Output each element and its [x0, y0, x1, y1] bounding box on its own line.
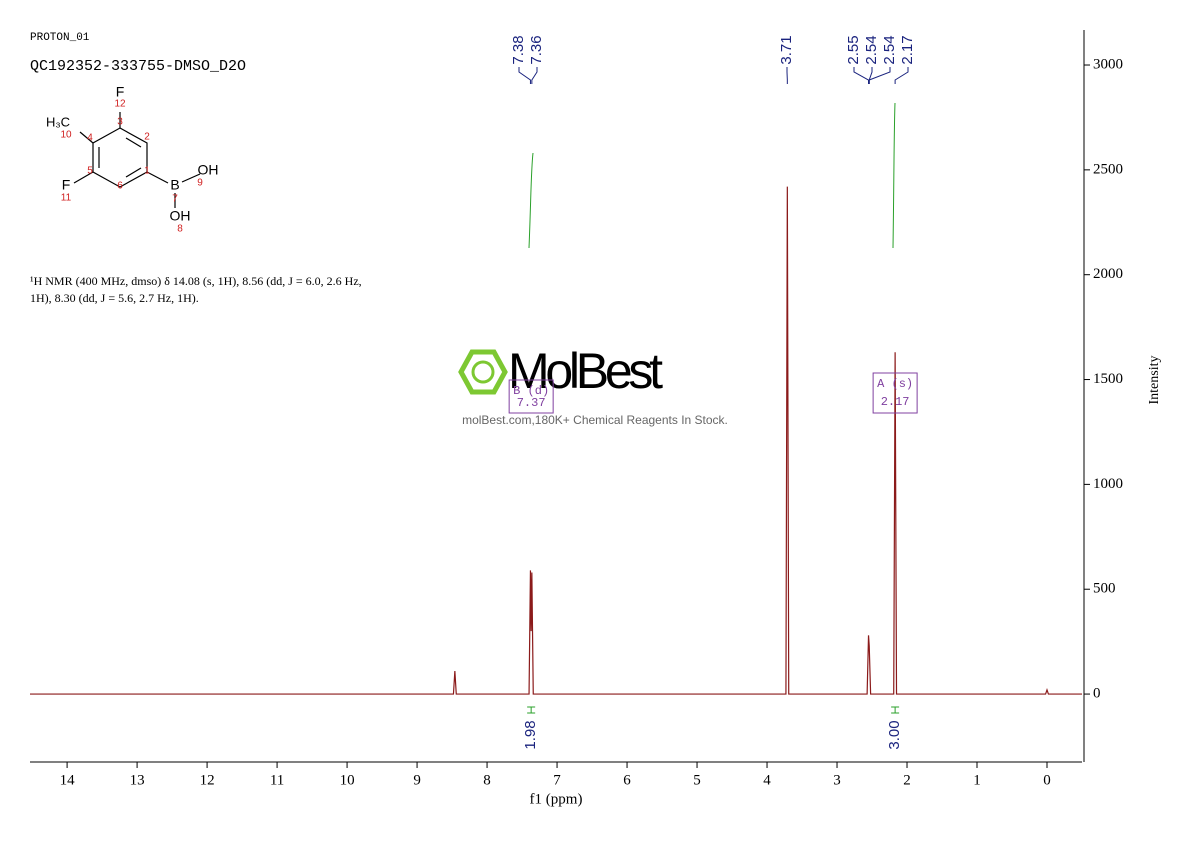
- y-axis-label: Intensity: [1147, 356, 1162, 405]
- molecule-bonds: [73, 112, 201, 208]
- multiplet-box: [508, 379, 554, 414]
- peak-label: 2.54: [881, 35, 898, 64]
- x-tick-label: 10: [340, 772, 355, 788]
- structure-label: 4: [87, 133, 93, 144]
- structure-label: 7: [172, 194, 178, 205]
- integral-bracket: [891, 706, 900, 714]
- watermark: MolBest: [508, 343, 663, 399]
- watermark-logo: [458, 349, 508, 395]
- chart-title: PROTON_01: [30, 32, 90, 44]
- peak-connector: [894, 67, 909, 84]
- y-tick-label: 1500: [1093, 371, 1123, 387]
- structure-label: F: [116, 84, 125, 100]
- x-tick-label: 6: [623, 772, 631, 788]
- y-tick-label: 1000: [1093, 476, 1123, 492]
- structure-label: 1: [144, 166, 150, 177]
- structure-label: 6: [117, 181, 123, 192]
- x-tick-label: 1: [973, 772, 981, 788]
- structure-label: OH: [198, 162, 219, 178]
- y-tick-label: 2000: [1093, 266, 1123, 282]
- x-tick-label: 0: [1043, 772, 1051, 788]
- x-tick-label: 8: [483, 772, 491, 788]
- peak-label: 2.54: [863, 35, 880, 64]
- peak-connector: [853, 67, 870, 84]
- x-axis-label: f1 (ppm): [530, 791, 583, 807]
- x-tick-label: 7: [553, 772, 561, 788]
- x-tick-label: 2: [903, 772, 911, 788]
- spectrum-line: [30, 186, 1082, 695]
- multiplet-name: A (s): [877, 377, 913, 391]
- structure-label: 8: [177, 224, 183, 235]
- multiplet-shift: 2.17: [881, 395, 910, 409]
- x-tick-label: 13: [130, 772, 145, 788]
- structure-label: OH: [170, 208, 191, 224]
- x-tick-label: 14: [60, 772, 76, 788]
- y-tick-label: 3000: [1093, 56, 1123, 72]
- peak-connector: [868, 67, 891, 84]
- y-tick-label: 0: [1093, 686, 1101, 702]
- x-tick-label: 9: [413, 772, 421, 788]
- x-tick-label: 4: [763, 772, 771, 788]
- x-tick-label: 5: [693, 772, 701, 788]
- structure-label: 10: [60, 130, 72, 141]
- peak-connector: [518, 67, 531, 84]
- x-tick-label: 3: [833, 772, 841, 788]
- structure-label: 2: [144, 132, 150, 143]
- description: 1H), 8.30 (dd, J = 5.6, 2.7 Hz, 1H).: [30, 291, 199, 305]
- peak-label: 2.55: [845, 35, 862, 64]
- integral-label: 1.98: [522, 720, 539, 749]
- integral-bracket: [527, 706, 536, 714]
- watermark-note: molBest.com,180K+ Chemical Reagents In S…: [462, 413, 728, 427]
- peak-label: 2.17: [899, 35, 916, 64]
- structure-label: F: [62, 177, 71, 193]
- structure-label: 5: [87, 166, 93, 177]
- structure-label: 11: [61, 193, 72, 204]
- integral-curve: [528, 152, 534, 249]
- peak-connector: [531, 67, 538, 84]
- structure-label: B: [170, 177, 179, 193]
- integral-label: 3.00: [886, 720, 903, 749]
- multiplet-box: [872, 372, 918, 414]
- structure-label: 9: [197, 178, 203, 189]
- structure-label: 12: [114, 99, 126, 110]
- structure-label: H₃C: [46, 114, 70, 129]
- multiplet-name: B (d): [513, 384, 549, 398]
- peak-label: 3.71: [778, 35, 795, 64]
- peak-label: 7.36: [528, 35, 545, 64]
- description: ¹H NMR (400 MHz, dmso) δ 14.08 (s, 1H), …: [30, 274, 362, 288]
- multiplet-shift: 7.37: [517, 396, 546, 410]
- structure-label: 3: [117, 117, 123, 128]
- y-tick-label: 500: [1093, 581, 1116, 597]
- y-tick-label: 2500: [1093, 161, 1123, 177]
- peak-label: 7.38: [510, 35, 527, 64]
- integral-curve: [892, 102, 896, 249]
- chart-subtitle: QC192352-333755-DMSO_D2O: [30, 58, 246, 75]
- x-tick-label: 11: [270, 772, 284, 788]
- x-tick-label: 12: [200, 772, 215, 788]
